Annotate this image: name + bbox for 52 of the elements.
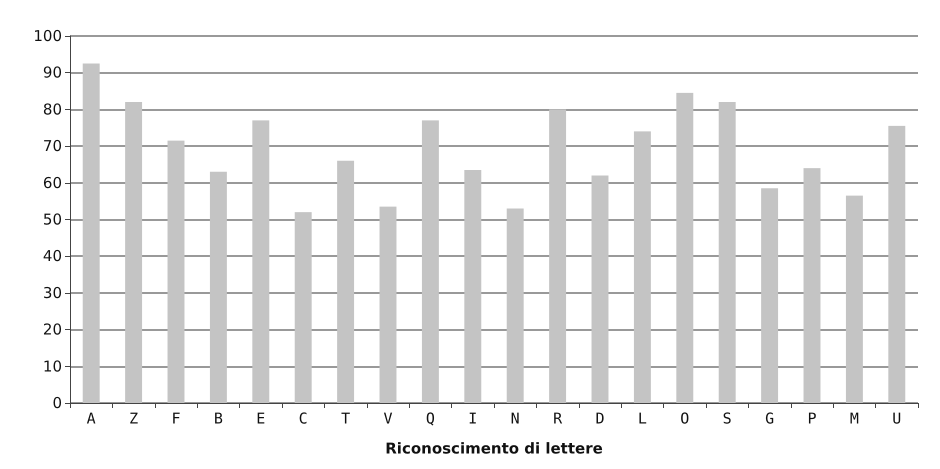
bar xyxy=(294,212,312,403)
x-tick-label: Z xyxy=(129,410,138,428)
bar xyxy=(464,170,482,403)
y-tick-label: 50 xyxy=(42,210,62,228)
bar xyxy=(82,64,100,403)
y-tick-label: 90 xyxy=(42,64,62,82)
y-tick-label: 80 xyxy=(42,100,62,118)
x-tick-label: Q xyxy=(426,410,435,428)
bar xyxy=(804,168,820,403)
bar xyxy=(252,120,270,403)
y-tick-label: 0 xyxy=(52,394,62,412)
x-tick-label: M xyxy=(850,410,859,428)
x-tick-label: I xyxy=(468,410,478,428)
x-tick-label: L xyxy=(638,410,647,428)
x-tick-label: P xyxy=(807,410,817,428)
x-tick-label: N xyxy=(510,410,520,428)
y-tick-label: 30 xyxy=(42,284,62,302)
y-tick-label: 20 xyxy=(42,320,62,339)
bar xyxy=(506,208,524,403)
y-tick-label: 100 xyxy=(33,27,62,45)
x-tick-label: R xyxy=(553,410,564,428)
x-tick-label: S xyxy=(722,410,732,428)
bar xyxy=(337,160,354,403)
bar xyxy=(125,102,142,403)
x-tick-label: B xyxy=(214,410,223,428)
bar xyxy=(676,92,694,403)
bar xyxy=(761,188,778,403)
bar xyxy=(168,140,184,403)
bar xyxy=(592,175,608,403)
x-tick-label: T xyxy=(341,410,350,428)
x-tick-label: E xyxy=(256,410,266,428)
y-tick-label: 10 xyxy=(42,357,62,376)
x-tick-label: A xyxy=(86,410,96,428)
bar xyxy=(888,126,906,403)
x-tick-label: O xyxy=(680,410,690,428)
bar xyxy=(718,102,736,403)
bar xyxy=(846,196,863,403)
bar xyxy=(380,206,396,403)
y-tick-label: 70 xyxy=(42,137,62,156)
x-tick-label: U xyxy=(892,410,902,428)
x-tick-label: F xyxy=(171,410,181,428)
y-tick-label: 60 xyxy=(42,174,62,192)
bar xyxy=(549,109,566,403)
x-tick-label: V xyxy=(383,410,393,428)
x-tick-label: G xyxy=(765,410,774,428)
bar xyxy=(210,172,227,403)
x-axis-title: Riconoscimento di lettere xyxy=(385,440,603,458)
x-tick-label: C xyxy=(298,410,308,428)
bar xyxy=(422,120,439,403)
bar xyxy=(634,131,651,403)
x-tick-label: D xyxy=(595,410,605,428)
y-tick-label: 40 xyxy=(42,247,62,266)
